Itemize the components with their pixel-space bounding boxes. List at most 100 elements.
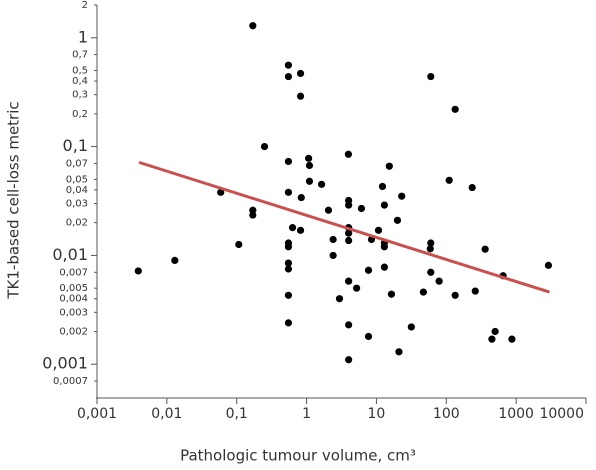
- y-tick-label: 0,004: [59, 294, 88, 305]
- point: [345, 229, 353, 237]
- point: [364, 332, 373, 341]
- point: [329, 235, 337, 244]
- point: [284, 259, 293, 267]
- point: [284, 188, 293, 196]
- point: [296, 92, 305, 100]
- point: [352, 284, 361, 292]
- point: [427, 239, 435, 247]
- point: [508, 335, 516, 343]
- point: [468, 183, 476, 192]
- y-axis-label: TK1-based cell-loss metric: [5, 101, 23, 299]
- point: [393, 216, 402, 224]
- point: [419, 288, 427, 296]
- point: [345, 356, 353, 364]
- point: [296, 226, 305, 234]
- y-tick-label: 2: [82, 0, 88, 11]
- y-tick-label: 0,02: [66, 218, 88, 229]
- y-tick-label: 0,01: [52, 245, 88, 264]
- point: [317, 180, 326, 188]
- y-tick-label: 0,0007: [53, 376, 88, 387]
- point: [217, 188, 225, 196]
- point: [398, 192, 406, 200]
- point: [395, 348, 403, 356]
- point: [171, 256, 179, 264]
- point: [305, 177, 314, 185]
- point: [134, 267, 142, 275]
- point: [435, 277, 443, 285]
- point: [305, 161, 314, 170]
- point: [235, 240, 243, 249]
- point: [284, 157, 293, 166]
- y-tick-label: 0,07: [66, 158, 88, 169]
- y-tick-label: 0,2: [72, 109, 88, 120]
- point: [357, 204, 366, 213]
- point: [297, 193, 305, 202]
- point: [387, 290, 396, 298]
- y-tick-label: 0,4: [72, 76, 88, 87]
- point: [284, 72, 293, 81]
- y-tick-label: 0,3: [72, 90, 88, 101]
- x-tick-label: 1000: [498, 406, 534, 422]
- point: [345, 236, 353, 245]
- point: [324, 206, 333, 214]
- point: [344, 150, 353, 158]
- y-tick-label: 0,001: [42, 354, 88, 373]
- point: [380, 243, 388, 251]
- y-tick-label: 0,04: [66, 185, 88, 196]
- point: [284, 291, 293, 299]
- point: [385, 162, 393, 170]
- point: [345, 321, 353, 329]
- point: [364, 266, 373, 274]
- point: [260, 142, 269, 151]
- y-tick-label: 0,002: [59, 326, 88, 337]
- x-tick-label: 100: [433, 406, 460, 422]
- point: [380, 263, 388, 271]
- point: [451, 105, 459, 113]
- x-tick-label: 0,1: [226, 406, 248, 422]
- point: [426, 245, 434, 253]
- point: [544, 261, 553, 269]
- point: [488, 335, 496, 343]
- x-axis-label: Pathologic tumour volume, cm³: [180, 447, 416, 465]
- point: [378, 182, 387, 191]
- point: [374, 226, 383, 234]
- trend-line: [138, 160, 550, 294]
- point: [345, 201, 353, 209]
- y-tick-label: 0,03: [66, 198, 88, 209]
- x-tick-label: 1: [302, 406, 311, 422]
- y-tick-label: 0,1: [63, 136, 88, 155]
- y-tick-label: 0,003: [59, 307, 88, 318]
- y-tick-label: 0,007: [59, 267, 88, 278]
- point: [427, 268, 435, 276]
- y-tick-label: 0,05: [66, 174, 88, 185]
- point: [491, 327, 499, 336]
- point: [305, 154, 313, 162]
- point: [249, 211, 257, 219]
- point: [380, 201, 388, 209]
- point: [335, 295, 344, 303]
- point: [284, 265, 293, 273]
- point: [345, 277, 353, 285]
- y-tick-label: 0,005: [59, 283, 88, 294]
- y-tick-label: 0,7: [72, 50, 88, 61]
- point: [284, 243, 293, 251]
- x-tick-label: 10: [368, 406, 386, 422]
- point: [329, 251, 337, 260]
- point: [451, 291, 459, 299]
- y-tick-label: 0,5: [72, 66, 88, 77]
- point: [284, 319, 293, 327]
- point: [249, 22, 257, 30]
- x-tick-label: 10000: [539, 406, 584, 422]
- point: [284, 61, 293, 69]
- y-tick-label: 1: [78, 27, 88, 46]
- x-tick-label: 0,01: [151, 406, 182, 422]
- x-tick-label: 0,001: [77, 406, 117, 422]
- point: [445, 176, 453, 184]
- point: [427, 72, 435, 81]
- point: [407, 323, 415, 331]
- point: [481, 245, 489, 253]
- point: [471, 287, 479, 295]
- point: [296, 69, 305, 78]
- point: [288, 224, 297, 232]
